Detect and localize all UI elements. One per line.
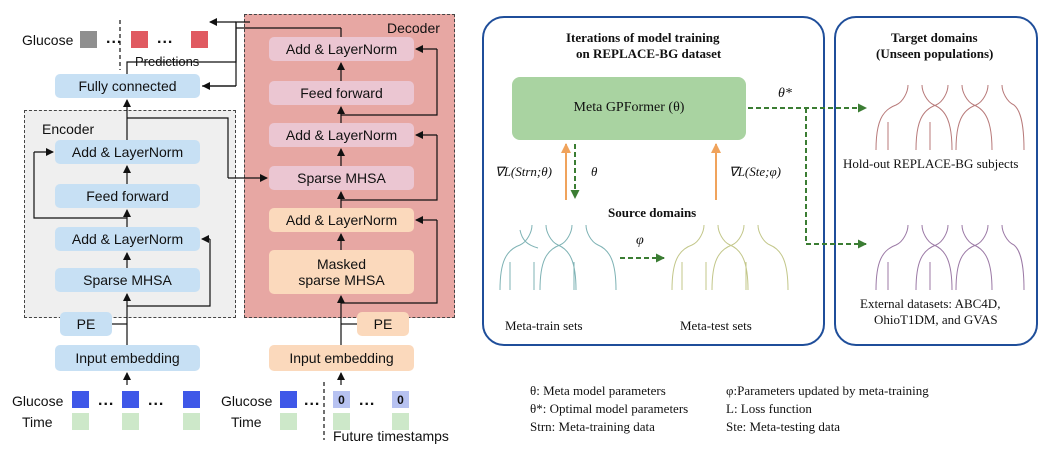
iterations-title-line1: Iterations of model training xyxy=(566,30,720,45)
decoder-feed-forward: Feed forward xyxy=(269,81,414,105)
enc-time-square xyxy=(183,413,200,430)
output-glucose-label: Glucose xyxy=(22,32,74,48)
dec-input-glucose-label: Glucose xyxy=(221,393,273,409)
meta-train-silhouettes xyxy=(499,224,617,291)
encoder-feed-forward: Feed forward xyxy=(55,184,200,208)
dec-dots-2: ... xyxy=(359,392,376,409)
enc-glucose-square xyxy=(72,391,89,408)
meta-test-silhouettes xyxy=(671,224,789,291)
meta-training-panel xyxy=(482,16,825,346)
prediction-square xyxy=(131,31,148,48)
dec-time-square xyxy=(280,413,297,430)
dec-dots-1: ... xyxy=(304,392,321,409)
legend-phi: φ:Parameters updated by meta-training xyxy=(726,383,929,398)
decoder-input-embedding: Input embedding xyxy=(269,345,414,371)
legend-ste: Ste: Meta-testing data xyxy=(726,419,841,434)
enc-glucose-square xyxy=(183,391,200,408)
theta-star-label: θ* xyxy=(778,86,792,101)
target-title-line2: (Unseen populations) xyxy=(876,46,994,61)
decoder-title: Decoder xyxy=(387,20,440,36)
decoder-add-norm-top: Add & LayerNorm xyxy=(269,37,414,61)
legend-theta: θ: Meta model parameters xyxy=(530,383,666,398)
dec-input-time-label: Time xyxy=(231,414,262,430)
target-title-line1: Target domains xyxy=(891,30,978,45)
source-domains-label: Source domains xyxy=(608,205,697,220)
enc-time-square xyxy=(72,413,89,430)
decoder-pe: PE xyxy=(357,312,409,336)
encoder-add-norm-bottom: Add & LayerNorm xyxy=(55,227,200,251)
future-zero-square: 0 xyxy=(392,391,409,408)
future-zero-square: 0 xyxy=(333,391,350,408)
external-silhouettes xyxy=(875,224,1025,291)
enc-input-glucose-label: Glucose xyxy=(12,393,64,409)
meta-connectors xyxy=(499,84,1025,291)
phi-label: φ xyxy=(636,233,644,248)
enc-glucose-square xyxy=(122,391,139,408)
holdout-silhouettes xyxy=(875,84,1025,151)
legend-loss: L: Loss function xyxy=(726,401,812,416)
dec-glucose-square xyxy=(280,391,297,408)
enc-time-square xyxy=(122,413,139,430)
output-glucose-square xyxy=(80,31,97,48)
enc-dots-1: ... xyxy=(98,392,115,409)
dec-time-square xyxy=(333,413,350,430)
meta-test-sets-label: Meta-test sets xyxy=(680,318,752,333)
architecture-connectors xyxy=(33,18,438,440)
output-dots-1: ... xyxy=(106,30,123,47)
theta-label: θ xyxy=(591,164,598,179)
encoder-pe: PE xyxy=(60,312,112,336)
encoder-add-norm-top: Add & LayerNorm xyxy=(55,140,200,164)
legend-strn: Strn: Meta-training data xyxy=(530,419,655,434)
external-line1: External datasets: ABC4D, xyxy=(860,296,1001,311)
decoder-sparse-mhsa: Sparse MHSA xyxy=(269,166,414,190)
meta-train-sets-label: Meta-train sets xyxy=(505,318,583,333)
external-line2: OhioT1DM, and GVAS xyxy=(874,312,998,327)
iterations-title-line2: on REPLACE-BG dataset xyxy=(576,46,722,61)
enc-dots-2: ... xyxy=(148,392,165,409)
future-timestamps-label: Future timestamps xyxy=(333,428,449,444)
encoder-input-embedding: Input embedding xyxy=(55,345,200,371)
grad-test-label: ∇L(Ste;φ) xyxy=(729,164,781,179)
legend-theta-star: θ*: Optimal model parameters xyxy=(530,401,689,416)
holdout-label: Hold-out REPLACE-BG subjects xyxy=(843,156,1019,171)
output-dots-2: ... xyxy=(157,30,174,47)
encoder-sparse-mhsa: Sparse MHSA xyxy=(55,268,200,292)
encoder-title: Encoder xyxy=(42,121,95,137)
prediction-square xyxy=(191,31,208,48)
target-domains-panel xyxy=(834,16,1038,346)
decoder-add-norm-mid: Add & LayerNorm xyxy=(269,123,414,147)
decoder-add-norm-bottom: Add & LayerNorm xyxy=(269,208,414,232)
decoder-masked-sparse-mhsa: Masked sparse MHSA xyxy=(269,250,414,294)
meta-gpformer-model: Meta GPFormer (θ) xyxy=(512,77,746,140)
grad-train-label: ∇L(Strn;θ) xyxy=(495,164,552,179)
fully-connected-block: Fully connected xyxy=(55,74,200,98)
dec-time-square xyxy=(392,413,409,430)
enc-input-time-label: Time xyxy=(22,414,53,430)
